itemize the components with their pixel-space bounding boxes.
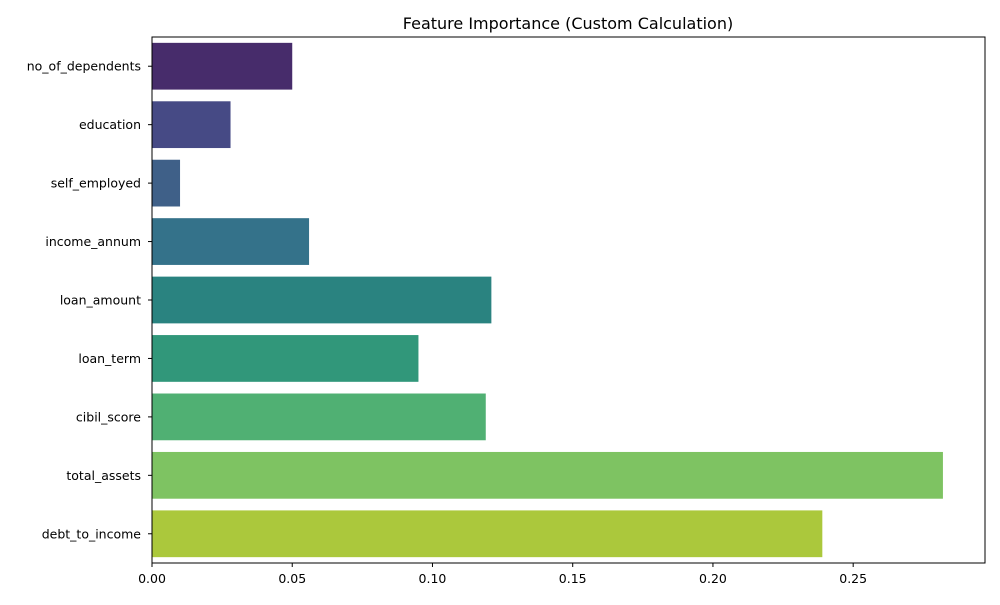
y-tick-label: income_annum xyxy=(45,234,141,249)
bar-total-assets xyxy=(152,452,943,499)
bar-income-annum xyxy=(152,218,309,265)
chart-title: Feature Importance (Custom Calculation) xyxy=(403,14,733,33)
bar-loan-amount xyxy=(152,277,491,324)
y-tick-label: total_assets xyxy=(66,468,141,483)
y-tick-label: self_employed xyxy=(51,176,141,191)
x-axis: 0.00 0.05 0.10 0.15 0.20 0.25 xyxy=(138,563,867,586)
bar-self-employed xyxy=(152,160,180,207)
x-tick-label: 0.20 xyxy=(699,571,727,586)
y-tick-label: loan_amount xyxy=(60,293,141,308)
y-tick-label: no_of_dependents xyxy=(27,59,141,74)
bar-debt-to-income xyxy=(152,510,822,557)
bar-no-of-dependents xyxy=(152,43,292,90)
y-tick-label: education xyxy=(79,117,141,132)
bar-cibil-score xyxy=(152,394,486,441)
x-tick-label: 0.25 xyxy=(839,571,867,586)
bar-education xyxy=(152,101,231,148)
y-tick-label: cibil_score xyxy=(76,409,141,424)
x-tick-label: 0.05 xyxy=(278,571,306,586)
y-tick-label: debt_to_income xyxy=(42,526,142,541)
y-axis: no_of_dependents education self_employedin… xyxy=(27,59,152,542)
x-tick-label: 0.00 xyxy=(138,571,166,586)
bar-loan-term xyxy=(152,335,418,382)
x-tick-label: 0.15 xyxy=(559,571,587,586)
bars-layer xyxy=(152,43,943,557)
y-tick-label: loan_term xyxy=(78,351,141,366)
x-tick-label: 0.10 xyxy=(419,571,447,586)
